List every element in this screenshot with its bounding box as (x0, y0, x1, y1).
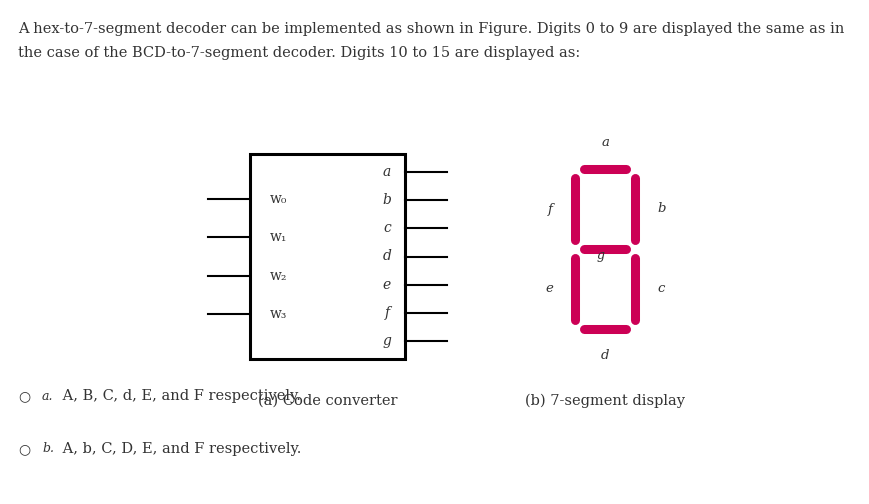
Text: (b) 7-segment display: (b) 7-segment display (525, 394, 685, 408)
Text: a.: a. (42, 390, 54, 403)
Text: w₁: w₁ (270, 230, 288, 244)
Text: w₂: w₂ (270, 269, 288, 283)
Text: (a) Code converter: (a) Code converter (258, 394, 397, 408)
Text: g: g (382, 334, 391, 348)
Text: b: b (382, 193, 391, 207)
Text: c: c (383, 221, 391, 235)
Text: w₀: w₀ (270, 192, 288, 206)
Text: ○: ○ (18, 389, 30, 403)
Text: a: a (383, 165, 391, 179)
Text: g: g (597, 249, 605, 263)
Text: b.: b. (42, 443, 54, 456)
Text: c: c (657, 283, 665, 295)
Text: A hex-to-7-segment decoder can be implemented as shown in Figure. Digits 0 to 9 : A hex-to-7-segment decoder can be implem… (18, 22, 845, 36)
Text: e: e (545, 283, 553, 295)
Text: A, B, C, d, E, and F respectively.: A, B, C, d, E, and F respectively. (58, 389, 301, 403)
Text: f: f (384, 306, 389, 320)
Text: d: d (382, 249, 391, 264)
Text: A, b, C, D, E, and F respectively.: A, b, C, D, E, and F respectively. (58, 442, 302, 456)
Text: w₃: w₃ (270, 307, 288, 321)
Text: a: a (601, 136, 609, 149)
Text: ○: ○ (18, 442, 30, 456)
Text: d: d (600, 349, 609, 362)
Text: b: b (657, 203, 666, 216)
Text: the case of the BCD-to-7-segment decoder. Digits 10 to 15 are displayed as:: the case of the BCD-to-7-segment decoder… (18, 46, 580, 60)
Text: e: e (383, 278, 391, 292)
Bar (250, 154, 405, 359)
Text: f: f (548, 203, 553, 216)
